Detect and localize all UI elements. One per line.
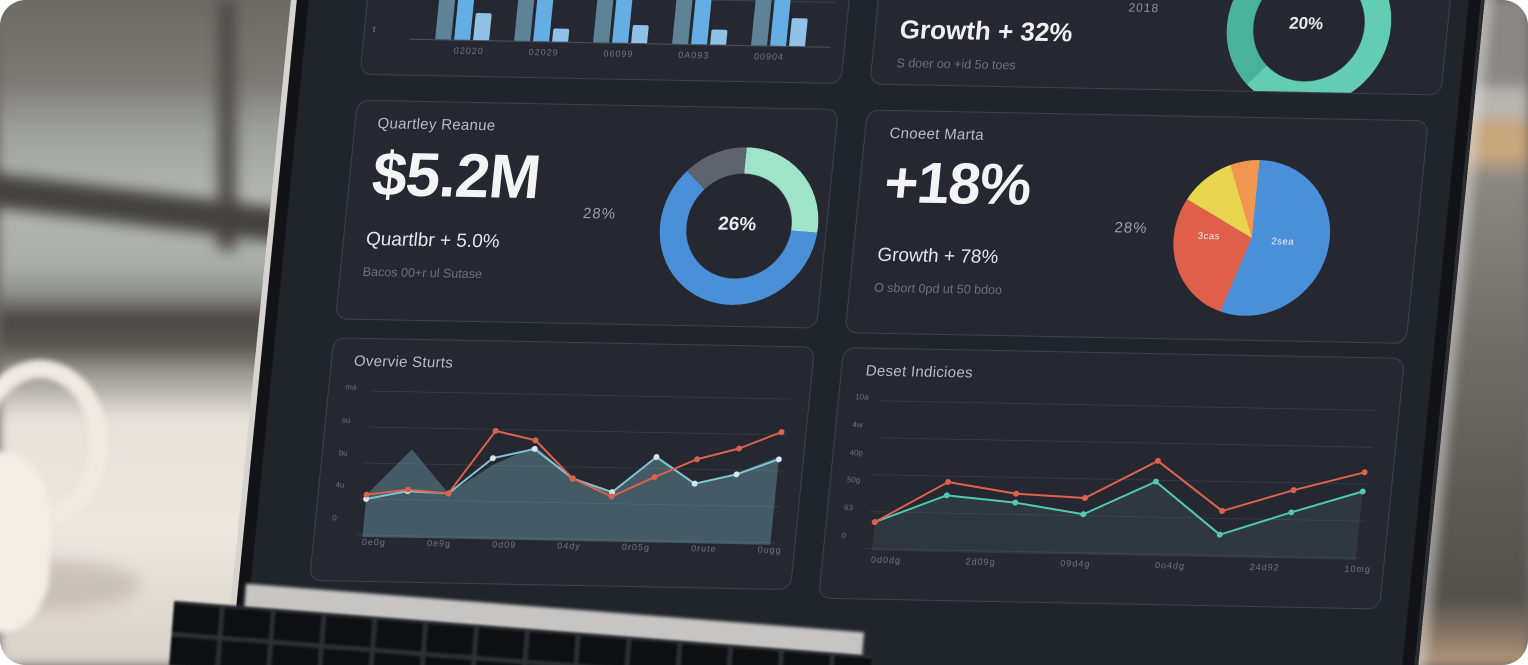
bar-series-a [751,0,773,46]
metrics-value: +18% [881,149,1034,218]
laptop: 20t 02020 02029 06099 0A093 00904 2018 Growt… [223,0,1490,665]
growth-subtext: S doer oo +id 5o toes [895,56,1017,73]
laptop-screen: 20t 02020 02029 06099 0A093 00904 2018 Growt… [242,0,1473,665]
pie-slice-label-right: 2sea [1270,236,1295,248]
y-axis-tick: 4w [851,420,864,430]
indicators-line-chart [866,400,1377,560]
metrics-card-title: Cnoeet Marta [888,124,985,144]
revenue-subtext: Bacos 00+r ul Sutase [362,264,483,282]
bar-category-label: 02020 [453,45,485,57]
y-axis-tick: 4u [335,480,345,490]
y-axis-tick: ma [344,382,357,392]
x-axis-label: 0rute [690,543,718,554]
metrics-side-percent: 28% [1113,219,1149,237]
y-axis-tick: 40p [849,447,864,458]
indicators-card-title: Deset Indicioes [864,362,974,382]
laptop-bezel: 20t 02020 02029 06099 0A093 00904 2018 Growt… [223,0,1490,665]
overview-line-chart [356,390,791,545]
metrics-subtext: O sbort 0pd ut 50 bdoo [873,280,1003,298]
x-axis-label: 0r05g [621,541,651,553]
overview-card: Overvie Sturts ma su bu 4u 0 0e0g 0e9g 0d09 04d… [308,337,816,591]
revenue-value: $5.2M [369,140,544,213]
growth-year-label: 2018 [1127,0,1160,16]
x-axis-label: 0e9g [426,538,452,549]
bar-series-c [710,29,728,45]
y-axis-tick: su [341,415,351,425]
bar-chart-card: 20t 02020 02029 06099 0A093 00904 [359,0,860,85]
metrics-card: Cnoeet Marta +18% Growth + 78% O sbort 0… [844,109,1429,344]
revenue-delta: Quartlbr + 5.0% [365,228,501,253]
bar-series-c [552,28,570,42]
bar-ytick: t [372,24,376,35]
indicators-card: Deset Indicioes 10a 4w 40p 50g 63 0 0d0dg 2d09… [818,347,1406,610]
bar-category-label: 06099 [602,48,634,60]
y-axis-tick: bu [338,447,349,458]
y-axis-tick: 50g [846,475,861,485]
bar-category-label: 00904 [753,51,785,62]
bar-series-c [631,24,649,44]
bar-series-a [672,0,694,45]
revenue-donut-value: 26% [717,213,758,236]
bar-group [435,0,503,41]
bar-labels: 02020 02029 06099 0A093 00904 [409,45,830,63]
bar-yticks: 20t [373,0,408,35]
x-axis-label: 04dy [556,540,582,552]
x-axis-label: 0e0g [361,536,387,548]
x-axis-label: 0d0dg [870,554,902,566]
pie-slice-label-left: 3cas [1197,230,1221,243]
x-axis-label: 0d09 [491,539,517,550]
coffee-cup [0,452,50,632]
revenue-card: Quartley Reanue $5.2M Quartlbr + 5.0% Ba… [335,99,839,329]
y-axis-tick: 0 [331,513,338,523]
bar-category-label: 0A093 [677,49,710,61]
bar-series-c [473,13,492,41]
bar-group [751,0,819,47]
overview-chart: ma su bu 4u 0 0e0g 0e9g 0d09 04dy 0r05g 0rute 0ugg [327,383,797,555]
bar-group [514,0,580,42]
metrics-pie-chart: 3cas 2sea [1165,158,1338,318]
y-axis-tick: 10a [854,392,870,402]
bar-group [672,0,740,45]
indicators-chart: 10a 4w 40p 50g 63 0 0d0dg 2d09g 09d4g 0o4dg 24d92… [837,392,1388,574]
metrics-delta: Growth + 78% [876,244,1000,269]
overview-card-title: Overvie Sturts [353,352,454,372]
growth-card: 2018 Growth + 32% S doer oo +id 5o toes … [869,0,1459,96]
x-axis-label: 09d4g [1059,558,1091,569]
y-axis-tick: 0 [840,531,847,541]
bar-series-a [514,0,536,42]
growth-donut-value: 20% [1288,13,1325,34]
window-mullion [218,0,236,250]
growth-headline: Growth + 32% [898,14,1075,48]
x-axis-label: 0o4dg [1154,560,1186,571]
x-axis-label: 10mg [1343,563,1372,575]
bar-group [593,0,660,44]
x-axis-label: 24d92 [1249,561,1281,573]
bar-groups [410,0,844,47]
x-axis-label: 0ugg [757,544,783,555]
revenue-side-percent: 28% [582,205,617,223]
bar-category-label: 02029 [528,47,560,58]
bar-chart-plot [410,0,844,48]
revenue-card-title: Quartley Reanue [376,115,497,135]
x-axis-label: 2d09g [965,556,997,568]
y-axis-tick: 63 [843,503,854,513]
bar-series-c [789,18,808,47]
